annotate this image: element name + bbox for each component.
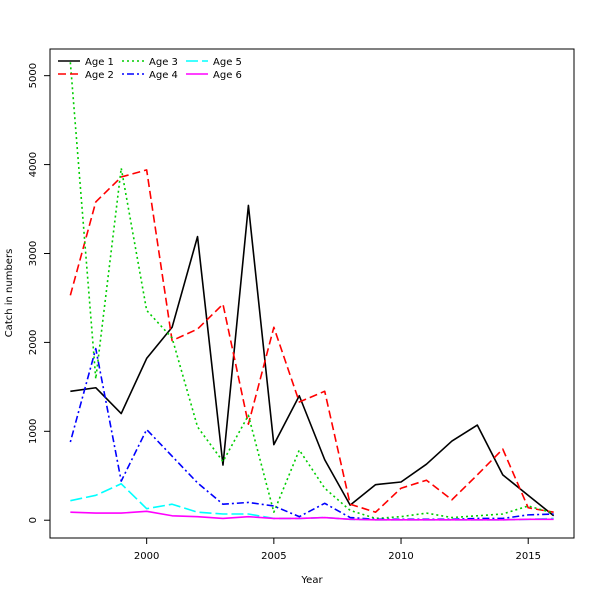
x-tick-label-2015: 2015 [515, 551, 540, 562]
x-axis: 2000 2005 2010 2015 [134, 538, 541, 562]
x-axis-label: Year [300, 575, 323, 586]
legend-label-age-1: Age 1 [85, 57, 114, 68]
y-tick-label-3000: 3000 [28, 241, 39, 266]
y-axis: 0 1000 2000 3000 4000 5000 [28, 63, 50, 523]
legend-label-age-2: Age 2 [85, 70, 114, 81]
x-tick-label-2000: 2000 [134, 551, 159, 562]
plot-frame [49, 48, 575, 539]
series-line-age-4 [69, 347, 554, 521]
y-tick-label-5000: 5000 [28, 63, 39, 88]
series-layer [69, 62, 555, 521]
series-line-age-3 [69, 62, 554, 520]
y-tick-label-4000: 4000 [28, 152, 39, 177]
legend-label-age-4: Age 4 [149, 70, 178, 81]
series-line-age-5 [70, 482, 554, 521]
y-axis-label: Catch in numbers [4, 249, 15, 338]
y-tick-label-1000: 1000 [28, 419, 39, 444]
legend: Age 1 Age 2 Age 3 Age 4 Age 5 Age 6 [58, 57, 242, 81]
series-line-age-6 [70, 510, 554, 521]
legend-label-age-5: Age 5 [213, 57, 242, 68]
y-tick-label-0: 0 [28, 517, 39, 523]
legend-label-age-6: Age 6 [213, 70, 242, 81]
y-tick-label-2000: 2000 [28, 330, 39, 355]
legend-label-age-3: Age 3 [149, 57, 178, 68]
x-tick-label-2005: 2005 [261, 551, 286, 562]
x-tick-label-2010: 2010 [388, 551, 413, 562]
series-line-age-1 [70, 204, 555, 517]
series-line-age-2 [69, 169, 554, 514]
